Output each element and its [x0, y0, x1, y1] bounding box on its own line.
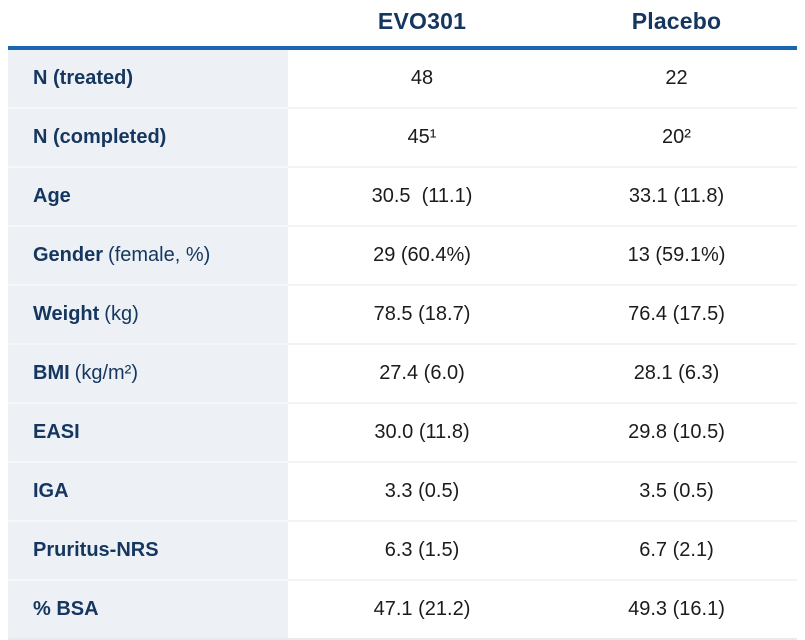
column-header-evo301: EVO301: [288, 0, 556, 50]
evo301-value: 27.4 (6.0): [288, 344, 556, 404]
evo301-value: 30.5 (11.1): [288, 167, 556, 227]
evo301-value: 48: [288, 48, 556, 109]
placebo-value: 13 (59.1%): [556, 226, 797, 286]
evo301-value: 6.3 (1.5): [288, 521, 556, 581]
row-label: Pruritus-NRS: [8, 521, 288, 581]
placebo-value: 28.1 (6.3): [556, 344, 797, 404]
row-label: IGA: [8, 462, 288, 522]
row-label-main: % BSA: [33, 598, 99, 620]
table-row: Gender (female, %) 29 (60.4%) 13 (59.1%): [8, 226, 797, 286]
placebo-value: 29.8 (10.5): [556, 403, 797, 463]
row-label: % BSA: [8, 580, 288, 640]
table-row: EASI 30.0 (11.8) 29.8 (10.5): [8, 403, 797, 463]
table-row: BMI (kg/m²) 27.4 (6.0) 28.1 (6.3): [8, 344, 797, 404]
evo301-value: 47.1 (21.2): [288, 580, 556, 640]
table-row: Age 30.5 (11.1) 33.1 (11.8): [8, 167, 797, 227]
table-row: N (treated) 48 22: [8, 48, 797, 109]
row-label-main: EASI: [33, 421, 80, 443]
row-label-main: Pruritus-NRS: [33, 539, 159, 561]
row-label-main: IGA: [33, 480, 69, 502]
evo301-value: 78.5 (18.7): [288, 285, 556, 345]
row-label-main: Age: [33, 185, 71, 207]
table-row: Pruritus-NRS 6.3 (1.5) 6.7 (2.1): [8, 521, 797, 581]
row-label: EASI: [8, 403, 288, 463]
table-row: IGA 3.3 (0.5) 3.5 (0.5): [8, 462, 797, 522]
row-label: N (treated): [8, 48, 288, 109]
placebo-value: 20²: [556, 108, 797, 168]
evo301-value: 30.0 (11.8): [288, 403, 556, 463]
row-label-main: N (treated): [33, 67, 134, 89]
placebo-value: 22: [556, 48, 797, 109]
row-label: Weight (kg): [8, 285, 288, 345]
row-label-main: BMI: [33, 362, 70, 384]
row-label: N (completed): [8, 108, 288, 168]
evo301-value: 3.3 (0.5): [288, 462, 556, 522]
evo301-value: 29 (60.4%): [288, 226, 556, 286]
table-row: % BSA 47.1 (21.2) 49.3 (16.1): [8, 580, 797, 640]
row-label: BMI (kg/m²): [8, 344, 288, 404]
placebo-value: 49.3 (16.1): [556, 580, 797, 640]
placebo-value: 76.4 (17.5): [556, 285, 797, 345]
row-label: Gender (female, %): [8, 226, 288, 286]
row-label: Age: [8, 167, 288, 227]
evo301-value: 45¹: [288, 108, 556, 168]
baseline-characteristics-table: EVO301 Placebo N (treated) 48 22 N (comp…: [8, 0, 797, 640]
row-label-note: (female, %): [108, 244, 211, 266]
column-header-placebo: Placebo: [556, 0, 797, 50]
placebo-value: 6.7 (2.1): [556, 521, 797, 581]
corner-cell: [8, 0, 288, 50]
row-label-note: (kg/m²): [74, 362, 138, 384]
header-row: EVO301 Placebo: [8, 0, 797, 50]
data-table: EVO301 Placebo N (treated) 48 22 N (comp…: [8, 0, 797, 640]
table-row: N (completed) 45¹ 20²: [8, 108, 797, 168]
placebo-value: 33.1 (11.8): [556, 167, 797, 227]
table-row: Weight (kg) 78.5 (18.7) 76.4 (17.5): [8, 285, 797, 345]
row-label-main: Gender: [33, 244, 104, 266]
row-label-main: N (completed): [33, 126, 167, 148]
row-label-main: Weight: [33, 303, 100, 325]
placebo-value: 3.5 (0.5): [556, 462, 797, 522]
row-label-note: (kg): [104, 303, 139, 325]
